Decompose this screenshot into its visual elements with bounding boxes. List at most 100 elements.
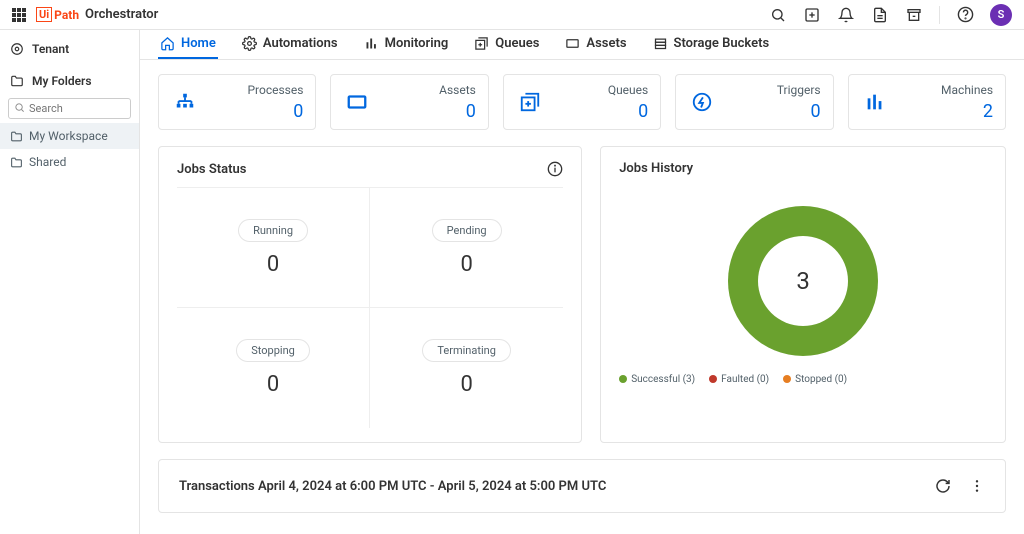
sidebar-search-input[interactable] [8,98,131,119]
topbar: UiPath Orchestrator S [0,0,1024,30]
logo[interactable]: UiPath Orchestrator [36,7,158,22]
stat-value: 0 [716,101,820,122]
tab-monitoring[interactable]: Monitoring [362,30,451,59]
panels: Jobs Status Running0Pending0Stopping0Ter… [158,146,1006,443]
jobs-cell-label: Pending [432,219,502,242]
folder-icon [10,74,24,88]
avatar[interactable]: S [990,4,1012,26]
legend-dot [783,375,791,383]
jobs-status-panel: Jobs Status Running0Pending0Stopping0Ter… [158,146,582,443]
jobs-grid: Running 0 Pending 0 Stopping 0 Terminating 0 [177,187,563,428]
tab-label: Home [181,36,216,51]
tab-queues[interactable]: Queues [472,30,541,59]
tab-home[interactable]: Home [158,30,218,59]
transactions-panel: Transactions April 4, 2024 at 6:00 PM UT… [158,459,1006,513]
transactions-actions [935,478,985,494]
transactions-title: Transactions April 4, 2024 at 6:00 PM UT… [179,479,606,494]
main: Home Automations Monitoring Queues Assets Sto… [140,30,1024,534]
search-small-icon [14,102,25,113]
jobs-history-title: Jobs History [619,161,987,176]
machines-icon [861,91,889,113]
stat-label: Machines [889,83,993,97]
bucket-icon [653,36,668,51]
help-icon[interactable] [956,6,974,24]
jobs-cell-value: 0 [460,252,472,277]
queue-add-icon [516,91,544,113]
tab-assets[interactable]: Assets [563,30,628,59]
jobs-cell-value: 0 [267,372,279,397]
doc-icon[interactable] [871,6,889,24]
my-folders-label: My Folders [32,74,92,88]
stat-label: Queues [544,83,648,97]
jobs-cell-stopping: Stopping 0 [177,308,370,428]
tab-label: Monitoring [385,36,449,51]
stat-label: Assets [371,83,475,97]
layout: Tenant My Folders My Workspace Shared Hom… [0,30,1024,534]
jobs-cell-running: Running 0 [177,188,370,308]
donut-wrap: 3 Successful (3)Faulted (0)Stopped (0) [619,186,987,385]
bell-icon[interactable] [837,6,855,24]
asset-icon [565,36,580,51]
donut-center: 3 [728,206,878,356]
logo-product: Orchestrator [85,7,158,22]
gear-icon [242,36,257,51]
stat-value: 0 [199,101,303,122]
info-icon[interactable] [547,161,563,177]
stat-value: 0 [371,101,475,122]
donut-chart: 3 [728,206,878,356]
tenant-label: Tenant [32,42,69,56]
topbar-right: S [769,4,1012,26]
jobs-cell-value: 0 [267,252,279,277]
add-icon[interactable] [803,6,821,24]
jobs-cell-pending: Pending 0 [370,188,563,308]
sidebar-tenant[interactable]: Tenant [0,36,139,62]
jobs-cell-label: Stopping [236,339,310,362]
trigger-icon [688,91,716,113]
refresh-icon[interactable] [935,478,951,494]
jobs-cell-label: Running [238,219,308,242]
apps-grid-icon[interactable] [12,8,26,22]
tab-label: Queues [495,36,539,51]
legend-dot [709,375,717,383]
tab-label: Storage Buckets [674,36,770,51]
folder-label: Shared [29,155,66,169]
stat-machines[interactable]: Machines 2 [848,74,1006,130]
stat-triggers[interactable]: Triggers 0 [675,74,833,130]
tab-storage-buckets[interactable]: Storage Buckets [651,30,772,59]
legend-item: Faulted (0) [709,374,769,385]
jobs-status-title-row: Jobs Status [177,161,563,177]
legend-item: Stopped (0) [783,374,847,385]
stat-label: Triggers [716,83,820,97]
sidebar: Tenant My Folders My Workspace Shared [0,30,140,534]
queue-icon [474,36,489,51]
sidebar-item-shared[interactable]: Shared [0,149,139,175]
more-icon[interactable] [969,478,985,494]
tenant-icon [10,42,24,56]
legend-dot [619,375,627,383]
sidebar-item-my-workspace[interactable]: My Workspace [0,123,139,149]
topbar-left: UiPath Orchestrator [12,7,158,22]
tab-label: Automations [263,36,338,51]
home-icon [160,36,175,51]
stat-assets[interactable]: Assets 0 [330,74,488,130]
stat-queues[interactable]: Queues 0 [503,74,661,130]
asset-box-icon [343,91,371,113]
stat-processes[interactable]: Processes 0 [158,74,316,130]
sidebar-search-wrap [0,94,139,123]
tab-automations[interactable]: Automations [240,30,340,59]
stat-value: 0 [544,101,648,122]
stat-row: Processes 0 Assets 0 Queues 0 Triggers 0 Machine… [158,74,1006,130]
sidebar-my-folders[interactable]: My Folders [0,68,139,94]
jobs-cell-label: Terminating [422,339,511,362]
stat-value: 2 [889,101,993,122]
processes-icon [171,91,199,113]
jobs-cell-terminating: Terminating 0 [370,308,563,428]
folder-small-icon [10,130,23,143]
logo-path: Path [54,8,79,22]
stat-label: Processes [199,83,303,97]
jobs-cell-value: 0 [460,372,472,397]
tab-label: Assets [586,36,626,51]
archive-icon[interactable] [905,6,923,24]
tabs: Home Automations Monitoring Queues Assets Sto… [140,30,1024,60]
search-icon[interactable] [769,6,787,24]
